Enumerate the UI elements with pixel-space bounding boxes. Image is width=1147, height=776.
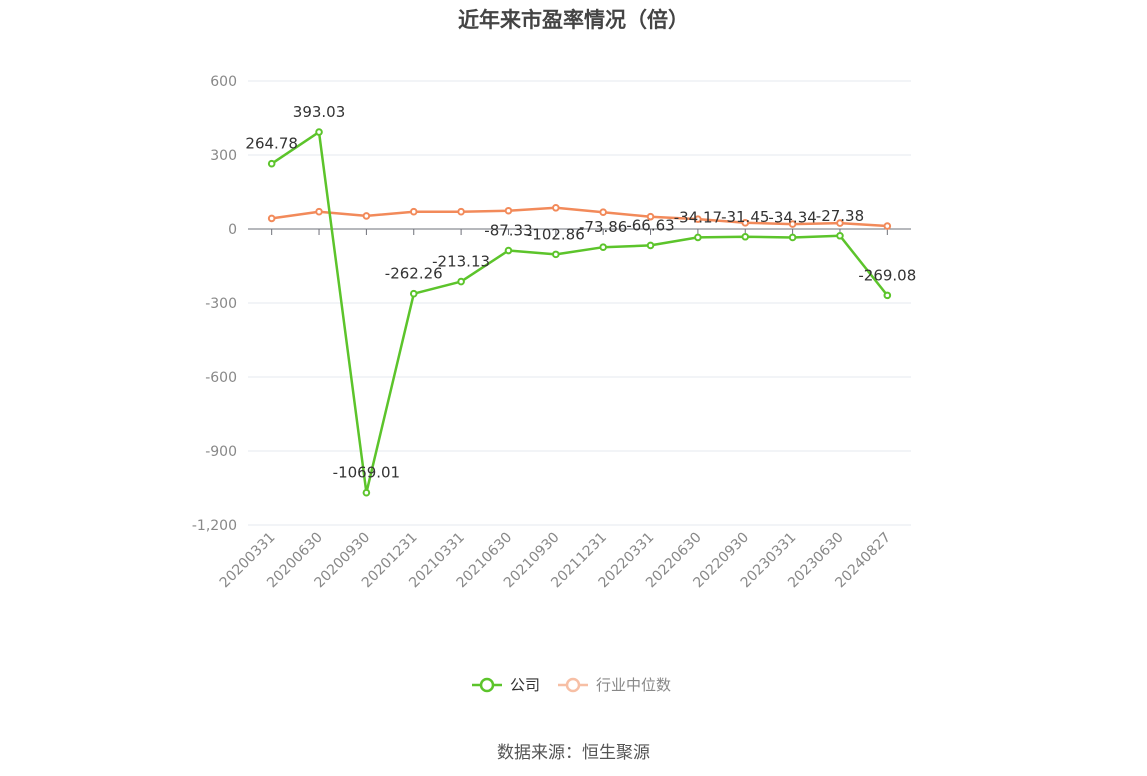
y-tick-label: 0	[228, 222, 237, 238]
company-data-label: -102.86	[527, 225, 585, 243]
industry-median-point	[552, 203, 560, 212]
company-data-label: -1069.01	[333, 464, 400, 482]
data-source-note: 数据来源：恒生聚源	[497, 743, 650, 763]
y-tick-label: -300	[205, 296, 237, 312]
company-data-label: -269.08	[858, 266, 916, 284]
company-point	[409, 289, 418, 298]
legend-item-company[interactable]: 公司	[472, 676, 540, 694]
company-data-label: -31.45	[721, 208, 769, 226]
industry-median-point	[694, 215, 702, 223]
company-series-line	[271, 130, 889, 494]
company-point	[267, 159, 276, 168]
y-tick-label: -1,200	[192, 518, 237, 534]
company-point	[836, 231, 844, 240]
industry-median-point	[883, 222, 892, 230]
company-point	[694, 233, 702, 242]
legend-marker-swatch	[565, 677, 581, 693]
legend-item-industry-median[interactable]: 行业中位数	[558, 676, 671, 694]
industry-median-point	[788, 220, 797, 228]
industry-median-point	[741, 219, 750, 227]
company-point	[457, 277, 465, 286]
data-label-layer: 264.78 393.03 -1069.01 -262.26-213.13 -87.33…	[245, 103, 916, 482]
industry-median-point	[646, 212, 655, 221]
company-data-label: -66.63	[626, 216, 674, 234]
industry-median-point	[315, 207, 323, 216]
company-data-label: -34.34	[768, 208, 816, 226]
company-point	[504, 246, 513, 255]
legend-label: 行业中位数	[596, 676, 671, 694]
industry-median-point	[599, 208, 607, 217]
company-data-label: 264.78	[245, 135, 298, 153]
series-layer	[267, 128, 892, 497]
industry-median-point	[504, 206, 513, 215]
y-tick-label: 300	[210, 148, 237, 164]
y-tick-label: -600	[205, 370, 237, 386]
company-point	[883, 291, 892, 300]
industry-median-point	[267, 214, 276, 223]
company-point	[599, 243, 607, 252]
legend-marker-swatch	[479, 677, 495, 693]
industry-median-point	[409, 207, 418, 216]
company-point	[315, 128, 323, 136]
company-data-label: 393.03	[293, 103, 346, 121]
industry-median-point	[836, 219, 844, 227]
company-data-label: -34.17	[674, 208, 722, 226]
company-point	[552, 250, 560, 259]
company-point	[741, 232, 750, 241]
industry-median-point	[362, 212, 371, 220]
company-data-label: -73.86	[579, 218, 627, 236]
legend-label: 公司	[510, 676, 540, 694]
company-point	[646, 241, 655, 250]
axis-layer: 6003000-300-600-900-1,200202003312020063…	[192, 74, 911, 591]
chart-title: 近年来市盈率情况（倍）	[458, 8, 689, 32]
legend: 公司 行业中位数	[472, 676, 671, 694]
grid-layer	[248, 80, 911, 526]
company-data-label: -87.33	[484, 222, 532, 240]
company-point	[362, 488, 371, 497]
company-data-label: -213.13	[432, 253, 490, 271]
y-tick-label: -900	[205, 444, 237, 460]
y-tick-label: 600	[210, 74, 237, 90]
company-data-label: -262.26	[385, 265, 443, 283]
industry-median-series-line	[271, 206, 888, 228]
industry-median-point	[457, 207, 465, 216]
company-data-label: -27.38	[816, 207, 864, 225]
company-point	[788, 233, 797, 242]
